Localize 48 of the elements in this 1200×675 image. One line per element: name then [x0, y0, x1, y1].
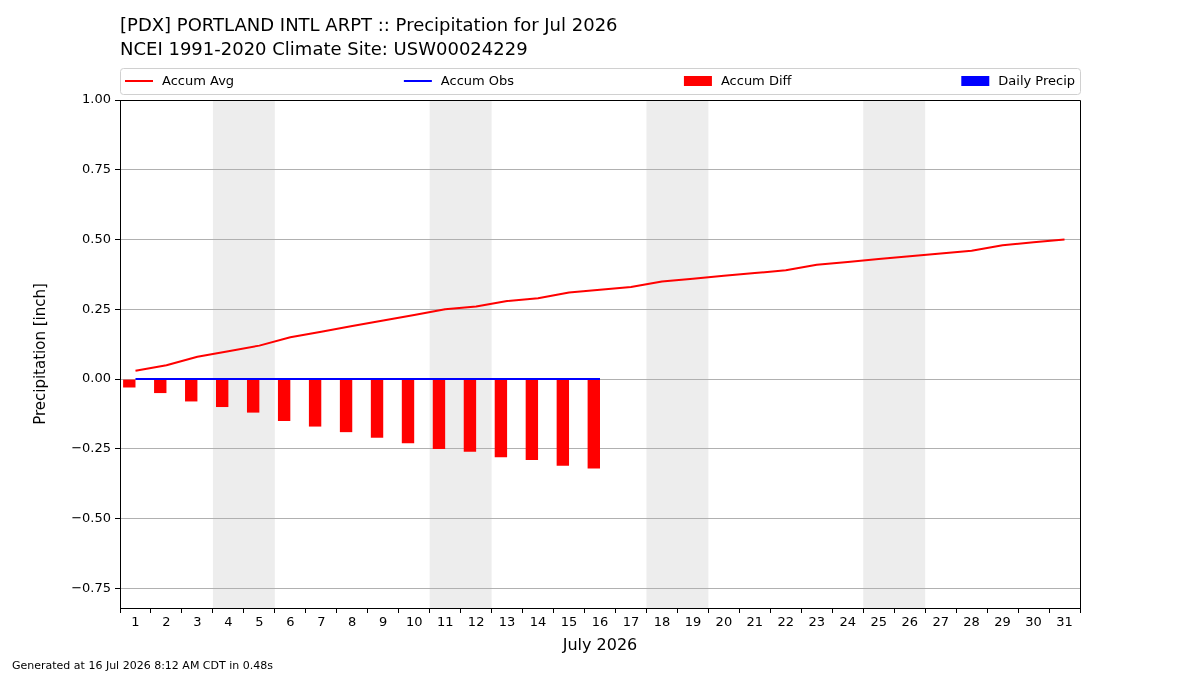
y-tick-label: 0.00 — [82, 370, 111, 386]
x-tick-label: 28 — [963, 614, 980, 630]
x-tick-label: 23 — [808, 614, 826, 630]
x-tick-label: 27 — [932, 614, 949, 630]
x-tick-label: 31 — [1056, 614, 1073, 630]
legend-label: Accum Diff — [720, 73, 793, 89]
chart-title: [PDX] PORTLAND INTL ARPT :: Precipitation for Jul 2026 — [120, 14, 618, 35]
x-axis-title: July 2026 — [561, 634, 638, 654]
x-tick-label: 12 — [467, 614, 485, 630]
x-tick-label: 17 — [622, 614, 640, 630]
x-tick-label: 9 — [379, 614, 388, 630]
x-tick-label: 25 — [870, 614, 887, 630]
x-tick-label: 16 — [591, 614, 609, 630]
x-tick-label: 8 — [348, 614, 357, 630]
y-tick-label: −0.50 — [71, 510, 111, 526]
x-tick-label: 13 — [498, 614, 516, 630]
x-tick-label: 26 — [901, 614, 918, 630]
x-tick-label: 6 — [286, 614, 295, 630]
chart-subtitle: NCEI 1991-2020 Climate Site: USW00024229 — [120, 38, 528, 59]
y-tick-label: 0.25 — [82, 300, 111, 316]
x-tick-label: 4 — [224, 614, 233, 630]
y-tick-label: 0.75 — [82, 161, 111, 177]
legend-label: Accum Obs — [440, 73, 515, 89]
legend-label: Daily Precip — [998, 73, 1076, 89]
x-tick-label: 2 — [162, 614, 171, 630]
x-tick-label: 29 — [994, 614, 1011, 630]
x-tick-label: 24 — [839, 614, 857, 630]
y-tick-label: −0.75 — [71, 579, 111, 595]
x-tick-label: 7 — [317, 614, 326, 630]
x-tick-label: 11 — [436, 614, 454, 630]
x-tick-label: 14 — [529, 614, 547, 630]
legend-label: Accum Avg — [162, 73, 235, 89]
x-tick-label: 1 — [131, 614, 140, 630]
x-tick-label: 3 — [193, 614, 202, 630]
y-axis-title: Precipitation [inch] — [30, 283, 49, 425]
y-tick-label: 0.50 — [82, 230, 111, 246]
x-tick-label: 21 — [746, 614, 764, 630]
x-tick-label: 15 — [560, 614, 578, 630]
y-tick-label: 1.00 — [82, 91, 111, 107]
x-tick-label: 20 — [715, 614, 733, 630]
x-tick-label: 30 — [1025, 614, 1042, 630]
y-tick-label: −0.25 — [71, 440, 111, 456]
text: Generated at 16 Jul 2026 8:12 AM CDT in 0.48s — [12, 659, 274, 672]
x-tick-label: 19 — [684, 614, 702, 630]
x-tick-label: 22 — [777, 614, 795, 630]
x-tick-label: 18 — [653, 614, 671, 630]
x-tick-label: 5 — [255, 614, 264, 630]
x-tick-label: 10 — [405, 614, 423, 630]
